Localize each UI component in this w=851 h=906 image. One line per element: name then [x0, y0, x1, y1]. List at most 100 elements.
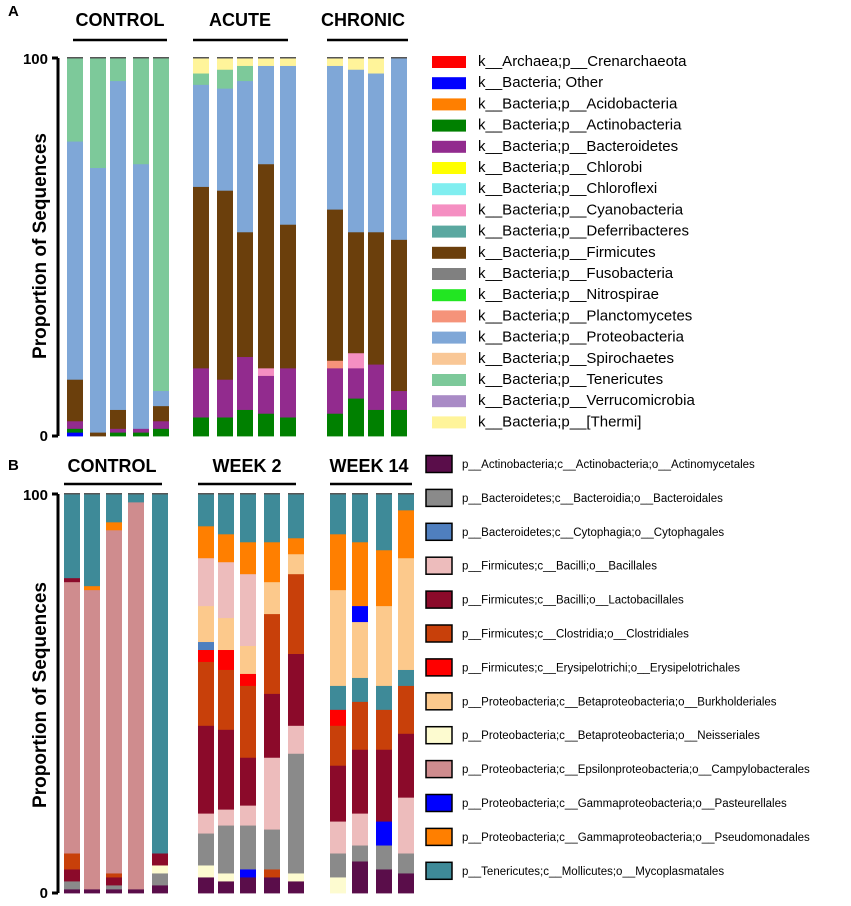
- bar-segment: [218, 617, 234, 651]
- bar-segment: [376, 845, 392, 870]
- stacked-bar: [193, 57, 209, 437]
- bar-segment: [398, 669, 414, 686]
- bar-segment: [352, 861, 368, 894]
- bar-segment: [352, 845, 368, 862]
- bar-segment: [153, 420, 169, 429]
- bar-segment: [152, 853, 168, 866]
- legend-item: p__Proteobacteria;c__Betaproteobacteria;…: [425, 692, 777, 711]
- bar-segment: [352, 494, 368, 543]
- bar-segment: [330, 821, 346, 854]
- bar-segment: [352, 541, 368, 607]
- legend-swatch: [432, 162, 466, 174]
- bar-segment: [398, 733, 414, 798]
- bar-segment: [237, 356, 253, 410]
- bar-segment: [128, 889, 144, 894]
- legend-swatch: [432, 395, 466, 408]
- legend-swatch: [432, 352, 466, 365]
- bar-segment: [240, 541, 256, 575]
- bar-segment: [218, 881, 234, 894]
- bar-segment: [218, 825, 234, 874]
- bar-segment: [237, 58, 253, 66]
- legend-swatch: [432, 374, 466, 386]
- bar-segment: [128, 494, 144, 503]
- legend-label: k__Archaea;p__Crenarchaeota: [478, 53, 687, 70]
- panel-b-tick-label-100: 100: [23, 487, 48, 504]
- bar-segment: [376, 709, 392, 750]
- bar-segment: [153, 428, 169, 437]
- legend-item: k__Bacteria;p__[Thermi]: [432, 413, 641, 430]
- bar-segment: [217, 190, 233, 380]
- panel-a-legend: k__Archaea;p__Crenarchaeota k__Bacteria; …: [432, 53, 695, 430]
- bar-top-line: [330, 493, 346, 495]
- legend-label: p__Bacteroidetes;c__Cytophagia;o__Cytoph…: [462, 527, 724, 539]
- panel-b-y-axis-label: Proportion of Sequences: [30, 582, 51, 808]
- panel-b-group-label-week14: WEEK 14: [329, 456, 408, 476]
- legend-swatch: [425, 827, 453, 847]
- bar-segment: [106, 885, 122, 890]
- legend-item: k__Bacteria;p__Chlorobi: [432, 159, 642, 176]
- bar-top-line: [106, 493, 122, 495]
- legend-item: k__Bacteria;p__Nitrospirae: [432, 286, 659, 303]
- bar-segment: [217, 58, 233, 70]
- stacked-bar: [198, 493, 214, 894]
- bar-top-line: [280, 57, 296, 59]
- panel-b-group-label-control: CONTROL: [68, 456, 157, 476]
- bar-segment: [391, 390, 407, 410]
- bar-segment: [327, 58, 343, 66]
- bar-segment: [217, 379, 233, 418]
- bar-segment: [391, 239, 407, 392]
- stacked-bar: [153, 57, 169, 437]
- bar-segment: [67, 141, 83, 380]
- bar-top-line: [128, 493, 144, 495]
- bar-segment: [237, 409, 253, 437]
- panel-a-letter: A: [8, 3, 19, 20]
- bar-segment: [237, 65, 253, 82]
- bar-segment: [237, 80, 253, 233]
- legend-item: k__Bacteria;p__Firmicutes: [432, 244, 656, 261]
- bar-top-line: [240, 493, 256, 495]
- legend-label: k__Bacteria;p__Firmicutes: [478, 244, 656, 261]
- stacked-bar: [330, 493, 346, 894]
- legend-swatch: [432, 268, 466, 280]
- bar-segment: [258, 58, 274, 66]
- legend-item: k__Bacteria;p__Tenericutes: [432, 371, 663, 388]
- panel-a-y-axis-label: Proportion of Sequences: [30, 133, 51, 359]
- bar-segment: [288, 653, 304, 726]
- bar-segment: [327, 413, 343, 437]
- bar-segment: [217, 69, 233, 89]
- bar-segment: [398, 685, 414, 734]
- bar-segment: [258, 65, 274, 165]
- bar-segment: [218, 669, 234, 730]
- bar-segment: [330, 709, 346, 726]
- stacked-bar: [84, 493, 100, 894]
- bar-segment: [218, 809, 234, 826]
- bar-segment: [110, 58, 126, 82]
- bar-segment: [330, 877, 346, 894]
- bar-segment: [198, 725, 214, 814]
- bar-segment: [106, 529, 122, 874]
- stacked-bar: [376, 493, 392, 894]
- legend-label: k__Bacteria;p__Proteobacteria: [478, 329, 685, 346]
- legend-item: p__Proteobacteria;c__Gammaproteobacteria…: [425, 793, 787, 813]
- stacked-bar: [398, 493, 414, 894]
- bar-top-line: [110, 57, 126, 59]
- bar-segment: [280, 65, 296, 225]
- bar-segment: [264, 693, 280, 758]
- legend-label: p__Firmicutes;c__Clostridia;o__Clostridi…: [462, 629, 689, 641]
- bar-segment: [240, 645, 256, 674]
- bar-segment: [106, 873, 122, 878]
- bar-segment: [288, 494, 304, 539]
- legend-label: p__Proteobacteria;c__Gammaproteobacteria…: [462, 832, 810, 844]
- bar-segment: [264, 757, 280, 830]
- panel-a-tick-label-100: 100: [23, 51, 48, 68]
- legend-item: p__Actinobacteria;c__Actinobacteria;o__A…: [425, 454, 755, 474]
- stacked-bar: [237, 57, 253, 437]
- panel-a-group-label-control: CONTROL: [76, 10, 165, 30]
- legend-swatch: [425, 725, 453, 745]
- legend-label: k__Bacteria;p__Planctomycetes: [478, 307, 692, 324]
- bar-top-line: [258, 57, 274, 59]
- legend-swatch: [425, 522, 453, 542]
- bar-segment: [67, 432, 83, 437]
- bar-segment: [264, 877, 280, 894]
- bar-segment: [153, 390, 169, 407]
